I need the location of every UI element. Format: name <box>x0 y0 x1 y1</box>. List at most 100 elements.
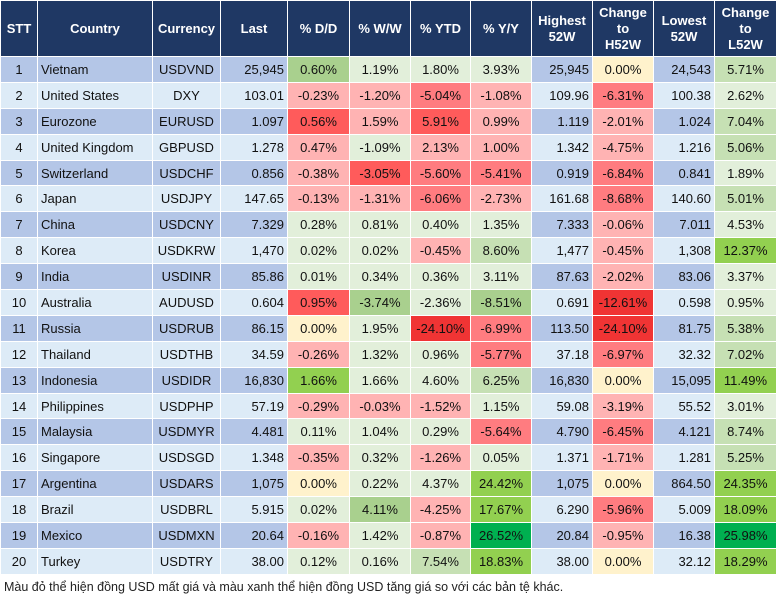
cell-low52: 5.009 <box>653 496 715 524</box>
cell-ww: 0.22% <box>349 470 411 498</box>
cell-stt: 8 <box>0 237 38 265</box>
cell-currency: USDARS <box>152 470 221 498</box>
cell-dd: 0.12% <box>287 547 350 575</box>
cell-currency: GBPUSD <box>152 133 221 161</box>
cell-dd: 0.00% <box>287 314 350 342</box>
cell-stt: 17 <box>0 470 38 498</box>
cell-high52: 7.333 <box>531 211 593 239</box>
cell-yy: 3.11% <box>470 263 532 291</box>
cell-high52: 161.68 <box>531 185 593 213</box>
cell-ytd: 4.60% <box>410 366 471 394</box>
header-last[interactable]: Last <box>220 0 288 57</box>
cell-ytd: -1.52% <box>410 392 471 420</box>
cell-yy: -5.77% <box>470 340 532 368</box>
cell-stt: 9 <box>0 263 38 291</box>
cell-currency: USDSGD <box>152 444 221 472</box>
cell-low52: 4.121 <box>653 418 715 446</box>
cell-currency: USDMYR <box>152 418 221 446</box>
cell-chg-h52: 0.00% <box>592 56 654 83</box>
cell-country: China <box>37 211 153 239</box>
cell-ytd: -5.60% <box>410 159 471 187</box>
header-currency[interactable]: Currency <box>152 0 221 57</box>
cell-last: 103.01 <box>220 81 288 109</box>
cell-yy: 1.35% <box>470 211 532 239</box>
cell-chg-l52: 7.02% <box>714 340 777 368</box>
cell-ytd: -0.87% <box>410 522 471 549</box>
cell-ytd: -4.25% <box>410 496 471 524</box>
cell-stt: 2 <box>0 81 38 109</box>
cell-dd: 0.28% <box>287 211 350 239</box>
cell-chg-l52: 5.38% <box>714 314 777 342</box>
cell-stt: 6 <box>0 185 38 213</box>
table-row: 4 United Kingdom GBPUSD 1.278 0.47% -1.09% 2.1… <box>0 133 777 161</box>
cell-last: 1,075 <box>220 470 288 498</box>
cell-stt: 4 <box>0 133 38 161</box>
cell-stt: 10 <box>0 289 38 316</box>
header-chg-l52[interactable]: Change to L52W <box>714 0 777 57</box>
cell-ww: 0.02% <box>349 237 411 265</box>
table-row: 2 United States DXY 103.01 -0.23% -1.20% -5.04… <box>0 81 777 109</box>
cell-chg-h52: -3.19% <box>592 392 654 420</box>
cell-stt: 1 <box>0 56 38 83</box>
cell-yy: -5.64% <box>470 418 532 446</box>
cell-yy: 26.52% <box>470 522 532 549</box>
cell-low52: 0.841 <box>653 159 715 187</box>
header-country[interactable]: Country <box>37 0 153 57</box>
cell-country: Vietnam <box>37 56 153 83</box>
table-row: 3 Eurozone EURUSD 1.097 0.56% 1.59% 5.91% 0.99%… <box>0 107 777 135</box>
cell-low52: 0.598 <box>653 289 715 316</box>
cell-dd: 0.02% <box>287 496 350 524</box>
cell-high52: 59.08 <box>531 392 593 420</box>
cell-high52: 4.790 <box>531 418 593 446</box>
cell-ww: -1.09% <box>349 133 411 161</box>
cell-chg-h52: 0.00% <box>592 470 654 498</box>
cell-yy: 0.99% <box>470 107 532 135</box>
cell-ww: 1.66% <box>349 366 411 394</box>
cell-dd: 1.66% <box>287 366 350 394</box>
cell-currency: USDRUB <box>152 314 221 342</box>
header-yy[interactable]: % Y/Y <box>470 0 532 57</box>
cell-dd: -0.38% <box>287 159 350 187</box>
header-high52[interactable]: Highest 52W <box>531 0 593 57</box>
cell-chg-l52: 3.37% <box>714 263 777 291</box>
cell-ytd: 5.91% <box>410 107 471 135</box>
cell-dd: -0.26% <box>287 340 350 368</box>
cell-yy: 6.25% <box>470 366 532 394</box>
cell-low52: 7.011 <box>653 211 715 239</box>
cell-high52: 25,945 <box>531 56 593 83</box>
cell-high52: 1,477 <box>531 237 593 265</box>
cell-low52: 24,543 <box>653 56 715 83</box>
cell-currency: USDVND <box>152 56 221 83</box>
header-chg-h52[interactable]: Change to H52W <box>592 0 654 57</box>
cell-yy: 18.83% <box>470 547 532 575</box>
header-low52[interactable]: Lowest 52W <box>653 0 715 57</box>
cell-dd: -0.13% <box>287 185 350 213</box>
table-row: 14 Philippines USDPHP 57.19 -0.29% -0.03% -1.5… <box>0 392 777 420</box>
cell-ww: 0.81% <box>349 211 411 239</box>
table-row: 17 Argentina USDARS 1,075 0.00% 0.22% 4.37% 24.… <box>0 470 777 498</box>
cell-currency: EURUSD <box>152 107 221 135</box>
cell-country: Russia <box>37 314 153 342</box>
cell-low52: 15,095 <box>653 366 715 394</box>
cell-last: 1.348 <box>220 444 288 472</box>
cell-currency: USDPHP <box>152 392 221 420</box>
cell-ww: 0.16% <box>349 547 411 575</box>
cell-high52: 113.50 <box>531 314 593 342</box>
cell-currency: USDIDR <box>152 366 221 394</box>
header-ytd[interactable]: % YTD <box>410 0 471 57</box>
cell-ytd: 0.40% <box>410 211 471 239</box>
cell-high52: 109.96 <box>531 81 593 109</box>
cell-chg-h52: 0.00% <box>592 547 654 575</box>
cell-last: 16,830 <box>220 366 288 394</box>
header-stt[interactable]: STT <box>0 0 38 57</box>
cell-stt: 16 <box>0 444 38 472</box>
header-dd[interactable]: % D/D <box>287 0 350 57</box>
cell-ytd: 0.96% <box>410 340 471 368</box>
footnote: Màu đỏ thể hiện đồng USD mất giá và màu … <box>4 580 564 594</box>
cell-chg-l52: 5.71% <box>714 56 777 83</box>
header-ww[interactable]: % W/W <box>349 0 411 57</box>
cell-chg-l52: 18.09% <box>714 496 777 524</box>
cell-chg-l52: 8.74% <box>714 418 777 446</box>
cell-chg-l52: 5.01% <box>714 185 777 213</box>
table-row: 20 Turkey USDTRY 38.00 0.12% 0.16% 7.54% 18.83%… <box>0 547 777 575</box>
